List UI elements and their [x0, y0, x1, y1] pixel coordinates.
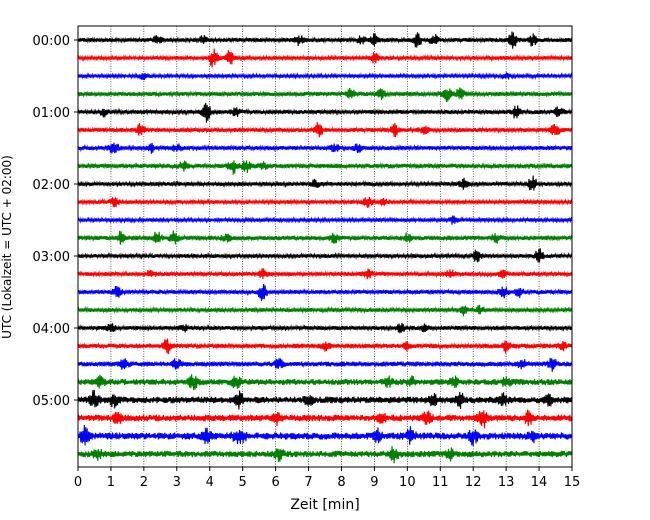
trace-line	[77, 357, 573, 372]
plot-frame	[77, 25, 573, 468]
trace-line	[77, 142, 573, 154]
trace-line	[77, 175, 573, 191]
x-tick-label: 5	[239, 475, 247, 490]
y-tick-label: 02:00	[33, 178, 70, 193]
x-tick-label: 3	[173, 475, 181, 490]
trace-line	[77, 446, 573, 464]
trace-line	[77, 268, 573, 280]
trace-line	[77, 48, 573, 68]
plot-background	[78, 26, 572, 467]
x-tick-label: 6	[271, 475, 279, 490]
x-tick-label: 15	[564, 475, 581, 490]
x-tick-label: 8	[337, 475, 345, 490]
grid-lines	[110, 26, 540, 467]
x-tick-label: 2	[140, 475, 148, 490]
trace-line	[77, 425, 573, 447]
x-tick-label: 9	[370, 475, 378, 490]
y-axis: 00:00 01:00 02:00 03:00 04:00 05:00	[33, 34, 78, 409]
trace-line	[77, 284, 573, 302]
trace-line	[77, 215, 573, 225]
trace-line	[77, 31, 573, 49]
trace-line	[77, 72, 573, 81]
y-tick-label: 04:00	[33, 322, 70, 337]
y-tick-label: 03:00	[33, 250, 70, 265]
trace-line	[77, 322, 573, 334]
y-axis-label: UTC (Lokalzeit = UTC + 02:00)	[0, 155, 14, 339]
x-tick-label: 10	[399, 475, 416, 490]
trace-line	[77, 374, 573, 391]
traces	[77, 31, 573, 464]
y-tick-label: 01:00	[33, 106, 70, 121]
x-axis: 0 1 2 3 4 5 6 7 8 9 10 11 12 13 14 15	[74, 467, 580, 490]
trace-line	[77, 248, 573, 263]
y-tick-label: 00:00	[33, 34, 70, 49]
trace-line	[77, 338, 573, 355]
trace-line	[77, 121, 573, 138]
x-tick-label: 0	[74, 475, 82, 490]
x-tick-label: 7	[304, 475, 312, 490]
x-tick-label: 14	[531, 475, 548, 490]
x-tick-label: 13	[498, 475, 515, 490]
trace-line	[77, 87, 573, 103]
trace-line	[77, 196, 573, 208]
y-tick-label: 05:00	[33, 394, 70, 409]
x-tick-label: 12	[465, 475, 482, 490]
x-tick-label: 4	[206, 475, 214, 490]
trace-line	[77, 160, 573, 175]
trace-line	[77, 230, 573, 245]
trace-line	[77, 389, 573, 410]
x-axis-label: Zeit [min]	[290, 497, 359, 513]
trace-line	[77, 409, 573, 429]
trace-line	[77, 304, 573, 317]
x-tick-label: 1	[107, 475, 115, 490]
x-tick-label: 11	[432, 475, 449, 490]
trace-line	[77, 102, 573, 123]
